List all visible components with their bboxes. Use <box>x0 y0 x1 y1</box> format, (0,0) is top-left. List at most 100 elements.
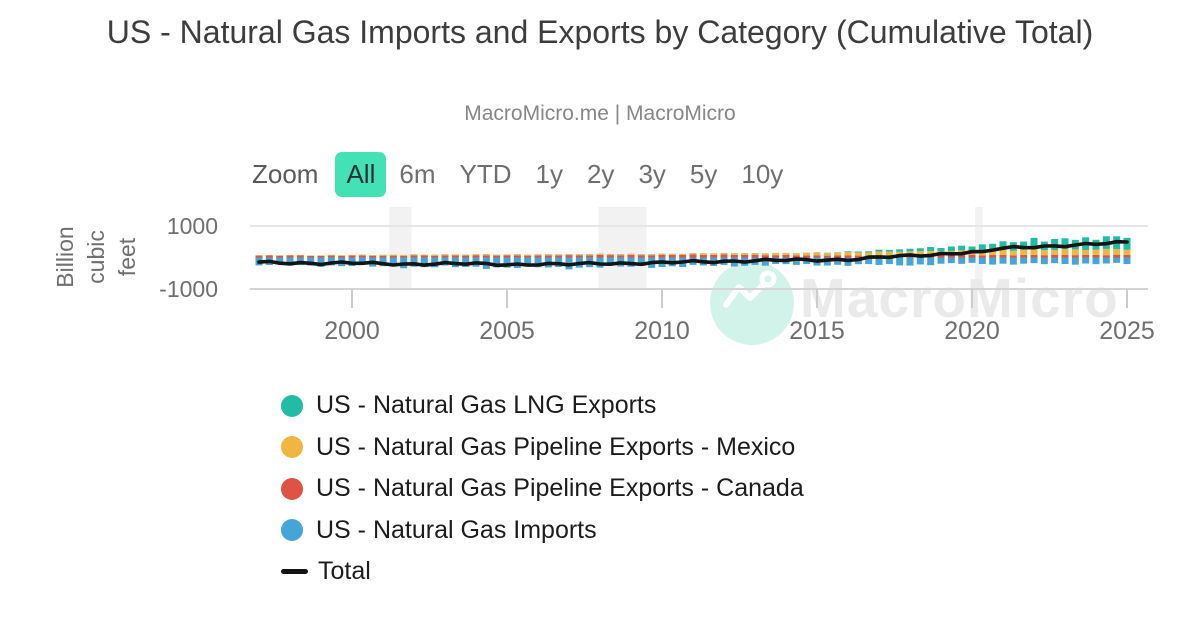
bar-canada <box>741 254 749 258</box>
bar-canada <box>730 254 738 258</box>
legend-item-4[interactable]: Total <box>281 551 804 593</box>
y-axis-label: 1000 <box>167 213 218 239</box>
bar-canada <box>834 255 842 258</box>
bar-canada <box>379 255 387 258</box>
bar-canada <box>586 255 594 258</box>
bar-mexico <box>999 249 1007 256</box>
x-axis-label: 2000 <box>324 317 380 345</box>
bar-imports <box>865 257 873 265</box>
x-axis-label: 2010 <box>634 317 690 345</box>
bar-mexico <box>927 251 935 256</box>
bar-canada <box>441 255 449 258</box>
bar-canada <box>668 254 676 258</box>
bar-mexico <box>668 253 676 255</box>
bar-imports <box>906 257 914 266</box>
bar-canada <box>679 254 687 258</box>
bar-imports <box>1061 257 1069 265</box>
bar-imports <box>358 257 366 265</box>
bar-lng <box>896 249 904 252</box>
bar-mexico <box>565 254 573 256</box>
bar-imports <box>462 257 470 268</box>
bar-mexico <box>410 254 418 256</box>
plot-area[interactable] <box>250 207 1148 289</box>
bar-mexico <box>989 249 997 256</box>
bar-lng <box>989 243 997 250</box>
y-axis-title-line: cubic <box>83 230 109 284</box>
bar-canada <box>555 255 563 258</box>
bar-imports <box>875 257 883 265</box>
bar-imports <box>276 257 284 265</box>
bar-imports <box>916 257 924 265</box>
bar-imports <box>1102 257 1110 264</box>
bar-mexico <box>1113 249 1121 255</box>
bar-imports <box>524 257 532 266</box>
bar-mexico <box>823 253 831 256</box>
bar-lng <box>999 241 1007 250</box>
bar-mexico <box>431 254 439 256</box>
bar-lng <box>1020 241 1028 250</box>
bar-imports <box>1123 257 1131 265</box>
bar-imports <box>1040 257 1048 265</box>
recession-band <box>389 207 412 289</box>
bar-canada <box>534 255 542 258</box>
bar-canada <box>255 255 263 258</box>
bar-canada <box>606 255 614 258</box>
bar-mexico <box>596 253 604 255</box>
bar-mexico <box>658 253 666 255</box>
bar-canada <box>1123 254 1131 258</box>
bar-lng <box>865 251 873 253</box>
zoom-range-3y[interactable]: 3y <box>638 159 666 189</box>
bar-mexico <box>720 253 728 255</box>
bar-canada <box>307 255 315 258</box>
bar-imports <box>989 257 997 265</box>
bar-imports <box>978 257 986 265</box>
bar-canada <box>431 255 439 258</box>
bar-canada <box>296 255 304 258</box>
bar-canada <box>710 254 718 258</box>
chart-title: US - Natural Gas Imports and Exports by … <box>106 14 1094 50</box>
bar-canada <box>823 255 831 258</box>
bar-mexico <box>730 253 738 255</box>
bar-mexico <box>1082 249 1090 255</box>
bar-mexico <box>348 254 356 256</box>
bar-canada <box>462 255 470 258</box>
legend-item-0[interactable]: US - Natural Gas LNG Exports <box>281 385 804 427</box>
bar-canada <box>978 255 986 258</box>
bar-imports <box>1009 257 1017 265</box>
zoom-range-ytd[interactable]: YTD <box>459 159 512 189</box>
recession-band <box>598 207 647 289</box>
bar-mexico <box>648 254 656 256</box>
bar-mexico <box>255 255 263 256</box>
bar-imports <box>1082 257 1090 264</box>
bar-canada <box>1061 254 1069 258</box>
legend-item-3[interactable]: US - Natural Gas Imports <box>281 510 804 552</box>
bar-canada <box>1113 254 1121 258</box>
zoom-range-5y[interactable]: 5y <box>689 159 718 189</box>
bar-mexico <box>637 254 645 256</box>
bar-canada <box>689 254 697 258</box>
zoom-range-10y[interactable]: 10y <box>741 159 784 189</box>
bar-mexico <box>710 253 718 255</box>
zoom-range-2y[interactable]: 2y <box>586 159 615 189</box>
legend: US - Natural Gas LNG Exports US - Natural… <box>281 385 804 593</box>
bar-canada <box>617 255 625 258</box>
legend-item-2[interactable]: US - Natural Gas Pipeline Exports - Cana… <box>281 468 804 510</box>
zoom-range-6m[interactable]: 6m <box>399 159 436 189</box>
bar-lng <box>947 246 955 252</box>
bar-mexico <box>358 254 366 256</box>
bar-canada <box>782 254 790 258</box>
zoom-range-1y[interactable]: 1y <box>535 159 563 189</box>
x-axis-label: 2025 <box>1099 317 1155 345</box>
bar-canada <box>1030 254 1038 258</box>
bar-canada <box>565 255 573 258</box>
bar-mexico <box>524 254 532 256</box>
bar-imports <box>947 257 955 264</box>
bar-canada <box>338 255 346 258</box>
bar-mexico <box>854 252 862 256</box>
logo-dot-icon <box>759 270 777 288</box>
zoom-range-all[interactable]: All <box>335 152 387 197</box>
bar-mexico <box>875 251 883 256</box>
bar-imports <box>937 257 945 264</box>
legend-item-1[interactable]: US - Natural Gas Pipeline Exports - Mexi… <box>281 427 804 469</box>
